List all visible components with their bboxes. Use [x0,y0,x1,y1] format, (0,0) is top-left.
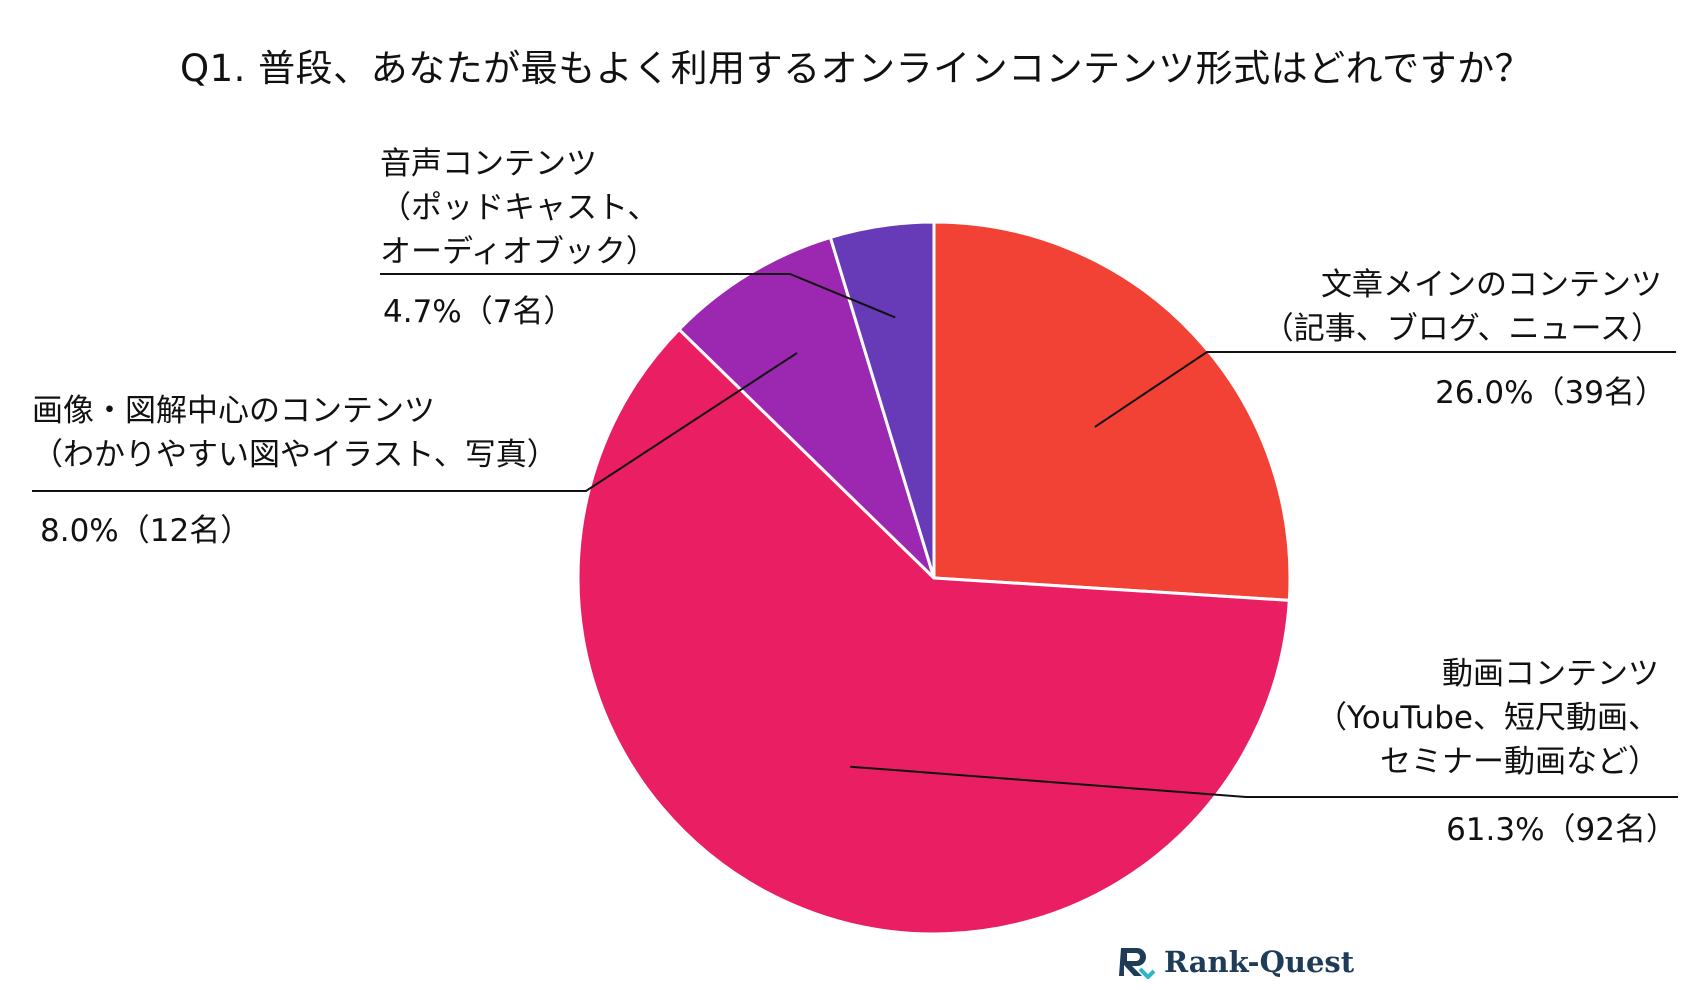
slice-value-image-content: 8.0%（12名） [40,513,252,549]
slice-label-video-content: 動画コンテンツ （YouTube、短尺動画、 セミナー動画など） [1316,652,1659,784]
slice-label-line: セミナー動画など） [1380,744,1659,780]
slice-label-line: （わかりやすい図やイラスト、写真） [32,437,558,473]
rank-quest-logo-icon [1119,948,1156,979]
brand-name: Rank-Quest [1164,945,1355,979]
pie-slice-video-content [576,327,1291,936]
chart-title: Q1. 普段、あなたが最もよく利用するオンラインコンテンツ形式はどれですか？ [180,47,1533,90]
slice-label-line: （記事、ブログ、ニュース） [1262,311,1662,347]
slice-value-audio-content: 4.7%（7名） [383,294,575,330]
leader-line-video-content [850,765,1678,798]
slice-label-line: 動画コンテンツ [1442,656,1659,692]
slice-label-line: （YouTube、短尺動画、 [1315,700,1659,736]
slice-label-line: 画像・図解中心のコンテンツ [32,393,435,429]
brand-logo: Rank-Quest [1118,944,1354,980]
slice-value-video-content: 61.3%（92名） [1446,812,1677,848]
slice-label-line: 音声コンテンツ [380,146,597,182]
slice-label-line: オーディオブック） [380,234,657,270]
slice-label-audio-content: 音声コンテンツ （ポッドキャスト、 オーディオブック） [380,142,658,274]
slice-value-text-content: 26.0%（39名） [1435,375,1666,411]
pie-slice-audio-content [828,220,936,580]
leader-line-text-content [1094,351,1676,428]
leader-line-audio-content [380,273,896,319]
slice-label-line: 文章メインのコンテンツ [1321,267,1662,303]
slice-label-image-content: 画像・図解中心のコンテンツ （わかりやすい図やイラスト、写真） [32,389,558,477]
slice-label-text-content: 文章メインのコンテンツ （記事、ブログ、ニュース） [1263,263,1662,351]
slice-label-line: （ポッドキャスト、 [380,190,659,226]
leader-line-image-content [32,352,798,492]
pie-slice-text-content [932,220,1292,602]
